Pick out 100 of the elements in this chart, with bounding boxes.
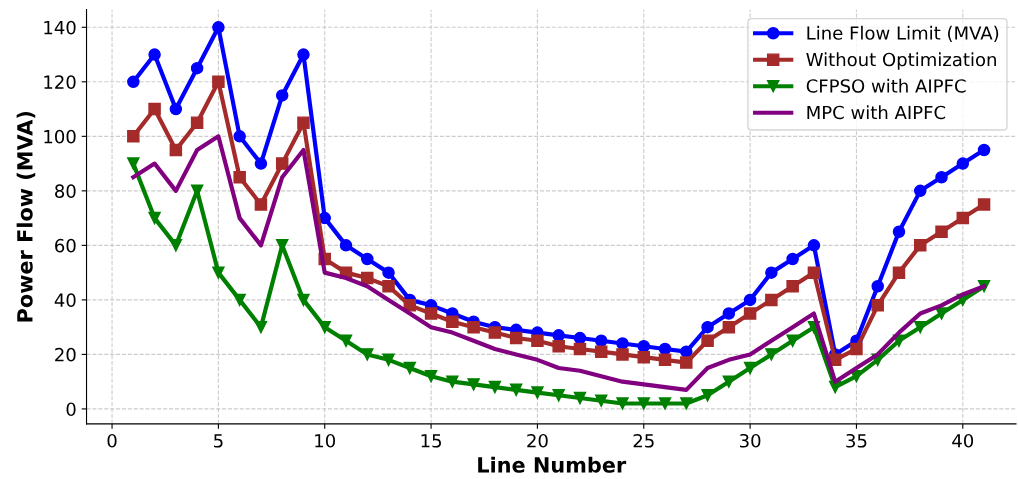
point bbox=[403, 361, 417, 375]
point bbox=[127, 157, 140, 170]
legend-label: CFPSO with AIPFC bbox=[806, 78, 966, 93]
point bbox=[871, 299, 884, 312]
point bbox=[275, 157, 289, 170]
point bbox=[616, 348, 629, 361]
point bbox=[871, 280, 884, 293]
point bbox=[212, 21, 225, 34]
point bbox=[573, 342, 587, 356]
y-tick-label: 100 bbox=[44, 129, 76, 144]
x-tick-label: 0 bbox=[107, 433, 117, 448]
point bbox=[254, 157, 268, 170]
point bbox=[552, 389, 565, 402]
point bbox=[956, 157, 970, 170]
point bbox=[977, 198, 991, 211]
point bbox=[169, 239, 183, 252]
point bbox=[977, 143, 991, 157]
point bbox=[680, 356, 693, 369]
point bbox=[531, 334, 544, 348]
point bbox=[446, 315, 459, 328]
point bbox=[594, 394, 608, 407]
point bbox=[594, 345, 608, 358]
point bbox=[254, 320, 268, 334]
point bbox=[701, 320, 714, 334]
point bbox=[552, 339, 565, 353]
legend-label: MPC with AIPFC bbox=[807, 105, 946, 120]
point bbox=[254, 198, 268, 211]
point bbox=[233, 170, 246, 184]
point bbox=[935, 170, 948, 184]
point bbox=[531, 386, 544, 399]
point bbox=[892, 225, 906, 238]
point bbox=[935, 307, 948, 320]
x-tick-label: 30 bbox=[740, 433, 761, 448]
point bbox=[339, 334, 353, 348]
point bbox=[956, 211, 970, 225]
point bbox=[743, 361, 757, 375]
point bbox=[403, 299, 417, 312]
point bbox=[701, 334, 714, 348]
point bbox=[169, 102, 183, 116]
point bbox=[616, 397, 629, 410]
point bbox=[616, 337, 629, 350]
point bbox=[424, 307, 438, 320]
point bbox=[658, 353, 672, 367]
point bbox=[148, 102, 161, 116]
legend-label: Without Optimization bbox=[806, 52, 996, 70]
point bbox=[212, 75, 225, 89]
point bbox=[701, 389, 714, 402]
x-tick-label: 35 bbox=[846, 433, 867, 448]
point bbox=[765, 266, 778, 279]
point bbox=[361, 252, 374, 266]
point bbox=[148, 211, 161, 225]
x-tick-label: 40 bbox=[952, 433, 974, 448]
y-tick-label: 140 bbox=[44, 20, 76, 35]
point bbox=[892, 266, 906, 279]
point bbox=[807, 239, 821, 252]
point bbox=[509, 383, 523, 397]
point bbox=[382, 280, 395, 293]
point bbox=[658, 397, 672, 410]
point bbox=[722, 320, 736, 334]
y-tick-label: 120 bbox=[44, 75, 76, 89]
x-tick-label: 5 bbox=[214, 434, 223, 448]
point bbox=[658, 342, 672, 356]
point bbox=[382, 353, 395, 367]
point bbox=[637, 350, 651, 364]
point bbox=[297, 293, 310, 307]
point bbox=[509, 331, 523, 345]
x-axis-title: Line Number bbox=[478, 456, 627, 473]
x-tick-label: 15 bbox=[421, 434, 441, 448]
point bbox=[297, 116, 310, 129]
point bbox=[914, 239, 927, 252]
point bbox=[807, 266, 821, 279]
point bbox=[127, 75, 140, 89]
point bbox=[424, 369, 438, 383]
point bbox=[361, 271, 374, 285]
point bbox=[212, 266, 225, 279]
point bbox=[467, 320, 480, 334]
y-tick-label: 40 bbox=[54, 293, 76, 307]
point bbox=[637, 339, 651, 353]
point bbox=[850, 342, 863, 356]
point bbox=[786, 280, 799, 293]
point bbox=[637, 397, 651, 410]
point bbox=[488, 326, 502, 339]
point bbox=[233, 293, 246, 307]
point bbox=[680, 397, 693, 410]
point bbox=[786, 252, 799, 266]
point bbox=[765, 293, 778, 307]
point bbox=[148, 48, 161, 61]
point bbox=[190, 116, 204, 129]
point bbox=[127, 130, 140, 143]
point bbox=[743, 307, 757, 320]
point bbox=[382, 266, 395, 279]
y-tick-label: 20 bbox=[55, 347, 76, 362]
y-tick-label: 0 bbox=[66, 402, 76, 417]
y-axis-title: Power Flow (MVA) bbox=[16, 111, 36, 322]
point bbox=[914, 184, 927, 198]
point bbox=[467, 378, 480, 391]
point bbox=[275, 239, 289, 252]
point bbox=[786, 334, 799, 348]
point bbox=[573, 391, 587, 405]
x-tick-label: 10 bbox=[315, 433, 336, 448]
